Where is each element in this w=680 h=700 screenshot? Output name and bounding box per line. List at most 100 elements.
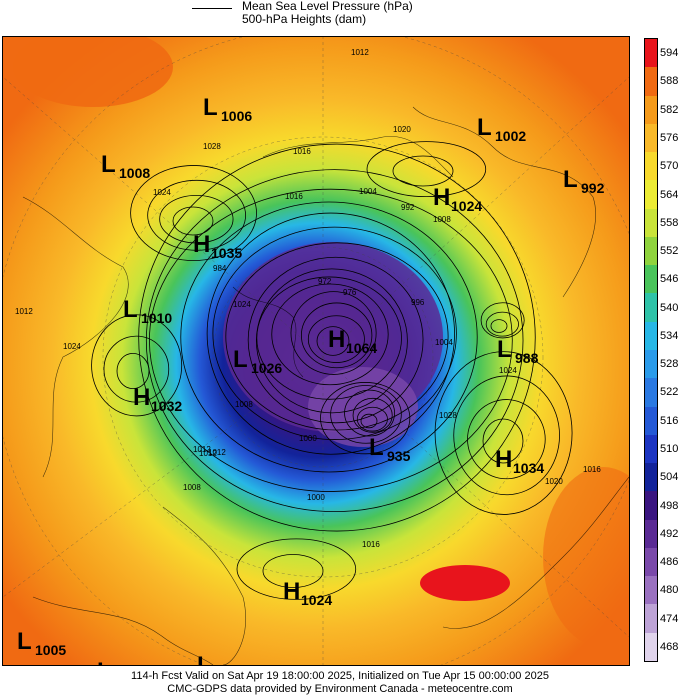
low-pressure-center: L 1026: [233, 346, 282, 376]
isobar-contour: [262, 554, 324, 588]
isobar-label: 1028: [439, 411, 457, 420]
colorbar-segment: [645, 378, 657, 408]
high-pressure-center: H 1024: [433, 184, 482, 214]
pressure-center-value: 1024: [301, 592, 332, 608]
colorbar-tick-label: 492: [660, 527, 679, 540]
colorbar-tick-label: 588: [660, 75, 679, 88]
height-colorbar: [644, 38, 658, 662]
pressure-center-value: 992: [581, 180, 605, 196]
isobar-label: 1012: [15, 307, 33, 316]
legend-heights-label: 500-hPa Heights (dam): [242, 12, 367, 26]
isobar-label: 1012: [199, 449, 217, 458]
data-credit-text: CMC-GDPS data provided by Environment Ca…: [167, 683, 513, 695]
low-pressure-center: L 1008: [101, 151, 150, 181]
pressure-center-value: 1024: [451, 198, 482, 214]
colorbar-tick-label: 594: [660, 47, 679, 60]
colorbar-segment: [645, 350, 657, 379]
isobar-label: 996: [411, 298, 425, 307]
low-pressure-center: L 1006: [203, 94, 252, 124]
colorbar-tick-label: 534: [660, 329, 679, 342]
colorbar-tick-label: 498: [660, 499, 679, 512]
forecast-valid-text: 114-h Fcst Valid on Sat Apr 19 18:00:00 …: [131, 670, 549, 682]
isobar-contour: [482, 418, 524, 464]
isobar-contour: [360, 413, 378, 429]
isobar-contour: [149, 188, 513, 492]
isobar-contour: [116, 352, 150, 389]
isobar-label: 1000: [307, 493, 325, 502]
colorbar-tick-label: 480: [660, 584, 679, 597]
pressure-center-letter: H: [433, 184, 450, 211]
colorbar-tick-label: 474: [660, 612, 679, 625]
isobar-label: 1000: [299, 434, 317, 443]
pressure-center-letter: H: [193, 231, 210, 258]
pressure-center-value: 1005: [35, 642, 66, 658]
colorbar-segment: [645, 519, 657, 549]
colorbar-tick-label: 576: [660, 131, 679, 144]
colorbar-tick-label: 486: [660, 556, 679, 569]
isobar-contour: [366, 141, 487, 198]
colorbar-segment: [645, 321, 657, 351]
colorbar-tick-label: 504: [660, 471, 679, 484]
isobar-label: 984: [213, 264, 227, 273]
isobar-contour: [344, 389, 395, 437]
isobar-label: 1028: [203, 142, 221, 151]
pressure-center-value: 1026: [251, 360, 282, 376]
pressure-center-letter: H: [283, 578, 300, 605]
pressure-center-letter: L: [497, 336, 512, 363]
colorbar-segment: [645, 604, 657, 634]
colorbar-tick-label: 582: [660, 103, 679, 116]
pressure-center-value: 935: [387, 448, 411, 464]
isobar-label: 1004: [359, 187, 377, 196]
pressure-center-letter: L: [101, 151, 116, 178]
isobar-label: 1008: [235, 400, 253, 409]
colorbar-segment: [645, 434, 657, 464]
legend-mslp-label: Mean Sea Level Pressure (hPa): [242, 0, 413, 13]
high-pressure-center: H 1032: [133, 384, 182, 414]
pressure-center-letter: L: [17, 628, 32, 655]
isobar-label: 1016: [362, 540, 380, 549]
isobar-label: 1024: [153, 188, 171, 197]
isobar-label: 1020: [545, 477, 563, 486]
pressure-center-letter: H: [328, 326, 345, 353]
low-pressure-center: L1001: [197, 652, 212, 665]
isobar-contour: [236, 538, 357, 600]
isobar-contour: [290, 291, 377, 375]
colorbar-segment: [645, 123, 657, 153]
pressure-center-letter: L: [233, 346, 248, 373]
colorbar-segment: [645, 463, 657, 492]
colorbar-segment: [645, 67, 657, 97]
isobar-label: 1008: [433, 215, 451, 224]
isobar-contour: [467, 399, 546, 480]
pressure-center-value: 1035: [211, 245, 242, 261]
isobar-label: 1024: [63, 342, 81, 351]
isobar-label: 1012: [208, 448, 226, 457]
pressure-center-value: 1008: [119, 165, 150, 181]
isobar-contour: [490, 319, 508, 333]
colorbar-segment: [645, 293, 657, 323]
map-footer: 114-h Fcst Valid on Sat Apr 19 18:00:00 …: [0, 670, 680, 696]
colorbar-tick-label: 522: [660, 386, 679, 399]
colorbar-segment: [645, 95, 657, 125]
pressure-center-letter: L: [477, 114, 492, 141]
colorbar-segment: [645, 39, 657, 68]
colorbar-tick-label: 510: [660, 442, 679, 455]
pressure-center-letter: L: [97, 658, 112, 665]
colorbar-segment: [645, 180, 657, 210]
isobar-contour: [352, 397, 393, 433]
isobar-contour: [307, 315, 365, 363]
isobar-contour: [212, 226, 457, 440]
colorbar-tick-label: 546: [660, 273, 679, 286]
high-pressure-center: H 1064: [328, 326, 377, 356]
isobar-label: 976: [343, 288, 357, 297]
isobar-contour: [147, 179, 247, 251]
colorbar-segment: [645, 576, 657, 605]
colorbar-tick-label: 558: [660, 216, 679, 229]
isobar-label: 1016: [583, 465, 601, 474]
colorbar-segment: [645, 208, 657, 238]
low-pressure-center: L 992: [563, 166, 605, 196]
isobar-contour: [453, 375, 560, 496]
